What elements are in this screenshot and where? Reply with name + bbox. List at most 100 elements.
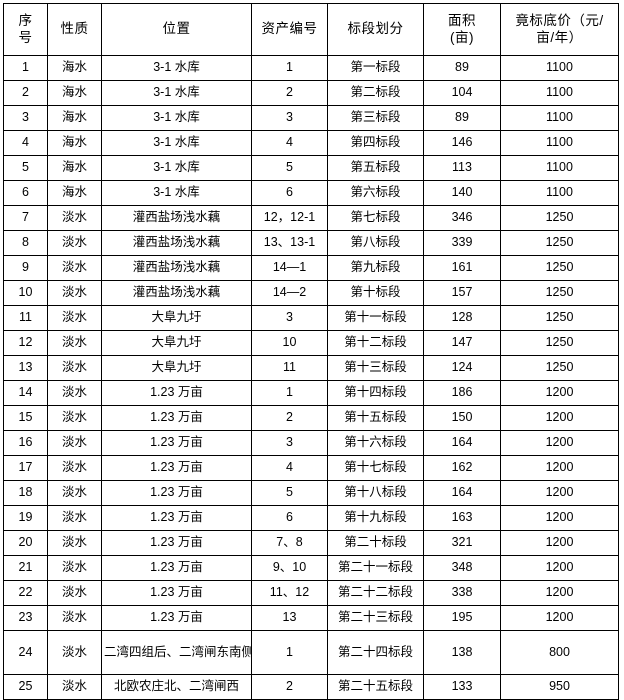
table-row[interactable]: 5 海水 3-1 水库 5 第五标段 113 1100 (3, 155, 619, 181)
cell-asset: 4 (251, 130, 328, 156)
cell-asset: 6 (251, 180, 328, 206)
cell-loc: 灌西盐场浅水藕 (101, 205, 252, 231)
cell-loc: 1.23 万亩 (101, 580, 252, 606)
cell-seq: 7 (3, 205, 48, 231)
table-row[interactable]: 15 淡水 1.23 万亩 2 第十五标段 150 1200 (3, 405, 619, 431)
cell-asset: 9、10 (251, 555, 328, 581)
table-row[interactable]: 19 淡水 1.23 万亩 6 第十九标段 163 1200 (3, 505, 619, 531)
cell-asset: 14—2 (251, 280, 328, 306)
cell-nat: 淡水 (47, 555, 102, 581)
table-row[interactable]: 6 海水 3-1 水库 6 第六标段 140 1100 (3, 180, 619, 206)
cell-nat: 淡水 (47, 355, 102, 381)
cell-area: 321 (423, 530, 501, 556)
cell-sect: 第十二标段 (327, 330, 424, 356)
column-header-area-line-1: (亩) (450, 29, 474, 45)
cell-seq: 25 (3, 674, 48, 700)
cell-loc: 3-1 水库 (101, 80, 252, 106)
table-row[interactable]: 2 海水 3-1 水库 2 第二标段 104 1100 (3, 80, 619, 106)
cell-loc: 3-1 水库 (101, 130, 252, 156)
cell-price: 1200 (500, 580, 619, 606)
cell-nat: 淡水 (47, 330, 102, 356)
cell-price: 1100 (500, 180, 619, 206)
cell-sect: 第七标段 (327, 205, 424, 231)
cell-asset: 2 (251, 80, 328, 106)
cell-nat: 淡水 (47, 230, 102, 256)
cell-area: 150 (423, 405, 501, 431)
table-row[interactable]: 1 海水 3-1 水库 1 第一标段 89 1100 (3, 55, 619, 81)
cell-seq: 5 (3, 155, 48, 181)
cell-area: 339 (423, 230, 501, 256)
cell-seq: 2 (3, 80, 48, 106)
table-row[interactable]: 4 海水 3-1 水库 4 第四标段 146 1100 (3, 130, 619, 156)
cell-loc: 1.23 万亩 (101, 430, 252, 456)
cell-price: 1200 (500, 430, 619, 456)
cell-seq: 15 (3, 405, 48, 431)
table-row[interactable]: 20 淡水 1.23 万亩 7、8 第二十标段 321 1200 (3, 530, 619, 556)
cell-nat: 淡水 (47, 530, 102, 556)
cell-seq: 20 (3, 530, 48, 556)
cell-loc: 灌西盐场浅水藕 (101, 255, 252, 281)
table-row[interactable]: 12 淡水 大阜九圩 10 第十二标段 147 1250 (3, 330, 619, 356)
table-row[interactable]: 14 淡水 1.23 万亩 1 第十四标段 186 1200 (3, 380, 619, 406)
cell-sect: 第四标段 (327, 130, 424, 156)
table-row[interactable]: 18 淡水 1.23 万亩 5 第十八标段 164 1200 (3, 480, 619, 506)
cell-price: 800 (500, 630, 619, 675)
cell-asset: 6 (251, 505, 328, 531)
table-row[interactable]: 3 海水 3-1 水库 3 第三标段 89 1100 (3, 105, 619, 131)
column-header-nat: 性质 (47, 3, 102, 56)
column-header-area-line-0: 面积 (448, 12, 476, 28)
cell-nat: 淡水 (47, 380, 102, 406)
cell-area: 162 (423, 455, 501, 481)
cell-area: 133 (423, 674, 501, 700)
cell-sect: 第三标段 (327, 105, 424, 131)
column-header-asset-line-0: 资产编号 (261, 21, 318, 37)
table-sheet: 序号性质 位置 资产编号 标段划分 面积 (亩) 竟标底价（元/亩/年） 1 海水 3-1 水库… (3, 3, 619, 700)
table-row[interactable]: 23 淡水 1.23 万亩 13 第二十三标段 195 1200 (3, 605, 619, 631)
column-header-asset: 资产编号 (251, 3, 328, 56)
cell-asset: 10 (251, 330, 328, 356)
cell-area: 113 (423, 155, 501, 181)
cell-nat: 海水 (47, 105, 102, 131)
cell-area: 138 (423, 630, 501, 675)
cell-seq: 3 (3, 105, 48, 131)
table-row[interactable]: 7 淡水 灌西盐场浅水藕 12，12-1 第七标段 346 1250 (3, 205, 619, 231)
cell-seq: 18 (3, 480, 48, 506)
cell-nat: 淡水 (47, 430, 102, 456)
cell-nat: 淡水 (47, 505, 102, 531)
table-row[interactable]: 10 淡水 灌西盐场浅水藕 14—2 第十标段 157 1250 (3, 280, 619, 306)
cell-price: 1200 (500, 555, 619, 581)
table-row[interactable]: 8 淡水 灌西盐场浅水藕 13、13-1 第八标段 339 1250 (3, 230, 619, 256)
column-header-price-line-1: 亩/年） (536, 29, 583, 45)
table-row[interactable]: 21 淡水 1.23 万亩 9、10 第二十一标段 348 1200 (3, 555, 619, 581)
cell-area: 161 (423, 255, 501, 281)
cell-nat: 海水 (47, 130, 102, 156)
asset-bidding-table: 序号性质 位置 资产编号 标段划分 面积 (亩) 竟标底价（元/亩/年） 1 海水 3-1 水库… (3, 3, 619, 700)
table-row[interactable]: 22 淡水 1.23 万亩 11、12 第二十二标段 338 1200 (3, 580, 619, 606)
cell-price: 1250 (500, 230, 619, 256)
cell-price: 1250 (500, 205, 619, 231)
cell-sect: 第十六标段 (327, 430, 424, 456)
cell-asset: 5 (251, 480, 328, 506)
table-row[interactable]: 11 淡水 大阜九圩 3 第十一标段 128 1250 (3, 305, 619, 331)
cell-price: 1200 (500, 530, 619, 556)
cell-loc: 灌西盐场浅水藕 (101, 230, 252, 256)
table-row[interactable]: 13 淡水 大阜九圩 11 第十三标段 124 1250 (3, 355, 619, 381)
cell-seq: 16 (3, 430, 48, 456)
cell-sect: 第二十标段 (327, 530, 424, 556)
cell-loc: 3-1 水库 (101, 155, 252, 181)
table-row[interactable]: 17 淡水 1.23 万亩 4 第十七标段 162 1200 (3, 455, 619, 481)
cell-sect: 第八标段 (327, 230, 424, 256)
table-row[interactable]: 25 淡水 北欧农庄北、二湾闸西 2 第二十五标段 133 950 (3, 674, 619, 700)
cell-area: 124 (423, 355, 501, 381)
cell-asset: 4 (251, 455, 328, 481)
table-body: 1 海水 3-1 水库 1 第一标段 89 1100 2 海水 3-1 水库 2 第二标段 104 110… (3, 55, 619, 700)
cell-seq: 23 (3, 605, 48, 631)
cell-seq: 24 (3, 630, 48, 675)
table-row[interactable]: 9 淡水 灌西盐场浅水藕 14—1 第九标段 161 1250 (3, 255, 619, 281)
table-row[interactable]: 24 淡水 二湾四组后、二湾闸东南侧 1 第二十四标段 138 800 (3, 630, 619, 675)
cell-loc: 3-1 水库 (101, 55, 252, 81)
cell-sect: 第十一标段 (327, 305, 424, 331)
cell-nat: 淡水 (47, 205, 102, 231)
cell-seq: 19 (3, 505, 48, 531)
table-row[interactable]: 16 淡水 1.23 万亩 3 第十六标段 164 1200 (3, 430, 619, 456)
